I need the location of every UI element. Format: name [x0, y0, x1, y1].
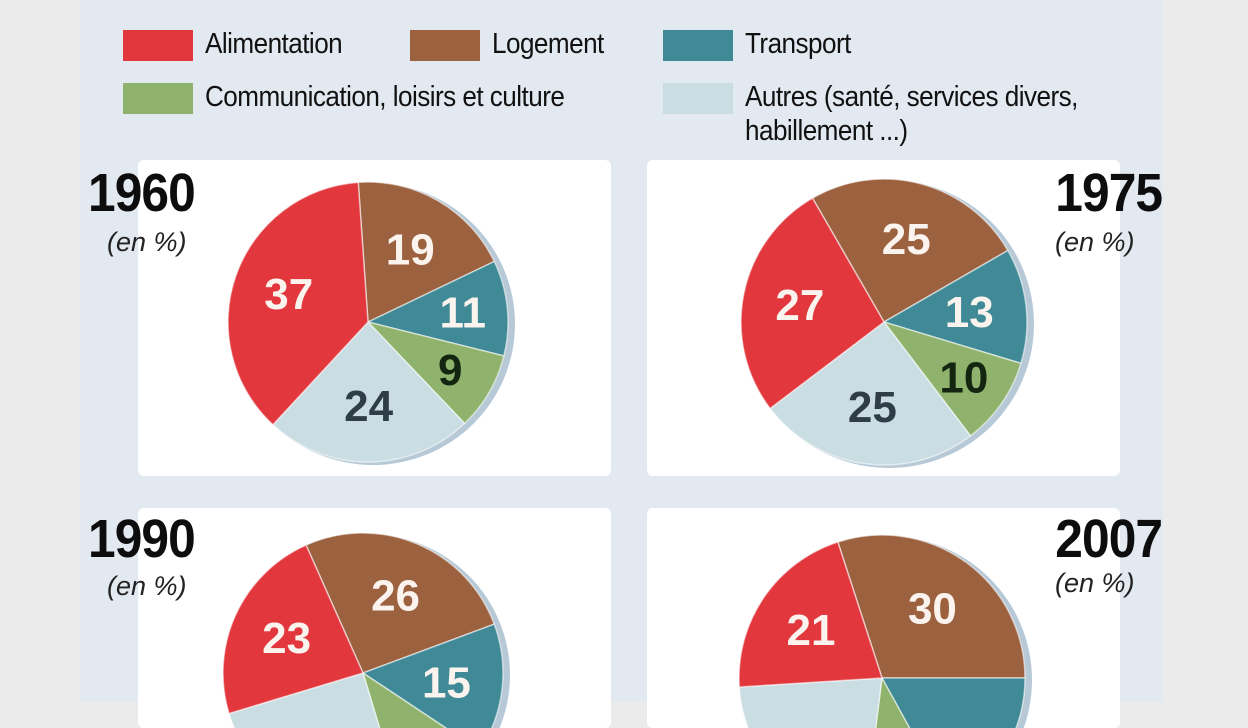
pie-value-logement: 19	[386, 225, 435, 274]
legend-label-autres-line2: habillement ...)	[745, 115, 908, 147]
legend-swatch-transport	[663, 30, 733, 61]
year-title-2007: 2007	[1055, 509, 1163, 569]
pie-slice-logement	[357, 181, 496, 324]
pie-value-alimentation: 21	[787, 606, 836, 655]
pie-1975: 25 13 10 25 27	[740, 178, 1034, 468]
pie-value-autres: 25	[848, 383, 897, 432]
pie-slice-communication	[882, 320, 1022, 437]
legend-label-alimentation: Alimentation	[205, 28, 343, 60]
unit-label-1990: (en %)	[107, 571, 187, 601]
pie-value-alimentation: 37	[264, 270, 313, 319]
year-title-1990: 1990	[88, 509, 196, 569]
pie-slice-alimentation	[740, 197, 885, 410]
unit-label-1960: (en %)	[107, 227, 187, 257]
unit-label-1975: (en %)	[1055, 227, 1135, 257]
pie-slice-alimentation	[738, 541, 884, 688]
pie-value-logement: 30	[908, 585, 957, 634]
pie-slice-autres	[769, 320, 972, 466]
legend-swatch-logement	[410, 30, 480, 61]
legend-label-logement: Logement	[492, 28, 604, 60]
pie-value-communication: 10	[939, 353, 988, 402]
pie-slice-autres	[271, 320, 466, 463]
pie-value-transport: 11	[439, 288, 486, 337]
pie-value-logement: 25	[882, 215, 931, 264]
pie-value-transport: 15	[422, 659, 471, 708]
legend-label-transport: Transport	[745, 28, 851, 60]
pie-slice-logement	[305, 532, 496, 674]
pie-slice-logement	[811, 178, 1009, 324]
pie-slice-alimentation	[222, 544, 365, 715]
year-title-1975: 1975	[1055, 163, 1163, 223]
legend-label-autres: Autres (santé, services divers,	[745, 81, 1078, 113]
pie-slice-transport	[365, 260, 509, 357]
year-title-1960: 1960	[88, 163, 196, 223]
legend-swatch-communication	[123, 83, 193, 114]
pie-value-communication: 9	[438, 346, 462, 395]
pie-slice-communication	[365, 320, 505, 425]
legend-label-communication: Communication, loisirs et culture	[205, 81, 565, 113]
pie-slice-transport	[882, 249, 1028, 365]
pie-2007: 30 21	[738, 534, 1032, 728]
pie-value-autres: 24	[344, 382, 393, 431]
pie-slice-logement	[836, 534, 1026, 679]
pie-value-logement: 26	[371, 572, 420, 621]
pie-value-alimentation: 27	[775, 281, 824, 330]
legend-swatch-autres	[663, 83, 733, 114]
legend-swatch-alimentation	[123, 30, 193, 61]
pie-value-transport: 13	[945, 288, 994, 337]
unit-label-2007: (en %)	[1055, 568, 1135, 598]
pie-slice-alimentation	[227, 181, 369, 426]
pie-value-alimentation: 23	[262, 614, 311, 663]
